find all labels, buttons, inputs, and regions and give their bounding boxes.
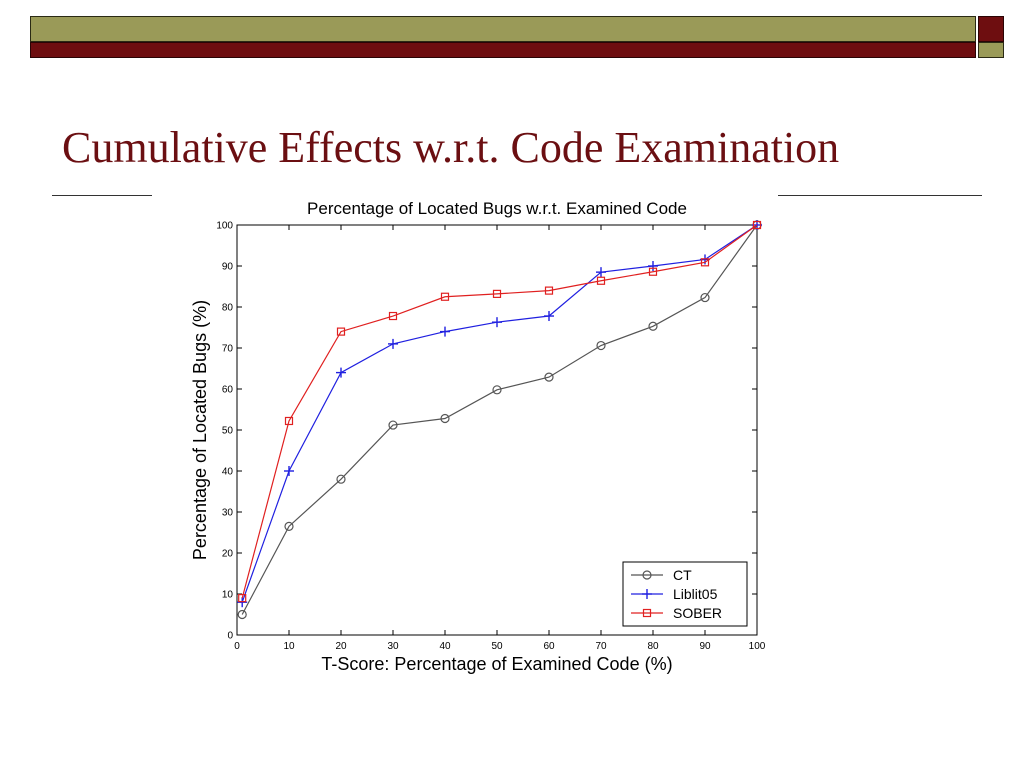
series-line-sober bbox=[241, 224, 758, 599]
title-rule-left bbox=[52, 195, 152, 196]
chart-title: Percentage of Located Bugs w.r.t. Examin… bbox=[307, 199, 687, 218]
data-point-liblit05 bbox=[237, 597, 248, 608]
data-point-sober bbox=[440, 292, 450, 301]
title-rule-right bbox=[778, 195, 982, 196]
line-chart: Percentage of Located Bugs w.r.t. Examin… bbox=[190, 199, 766, 674]
y-tick-label: 20 bbox=[222, 549, 234, 560]
chart-legend: CT Liblit05 SOBER bbox=[622, 561, 748, 627]
x-tick-label: 10 bbox=[283, 641, 295, 652]
series-layer bbox=[237, 220, 762, 620]
data-point-sober bbox=[596, 276, 606, 285]
legend-label-sober: SOBER bbox=[673, 605, 722, 621]
data-point-liblit05 bbox=[440, 326, 450, 337]
x-tick-label: 100 bbox=[749, 641, 766, 652]
data-point-sober bbox=[700, 258, 710, 267]
y-tick-label: 100 bbox=[216, 221, 233, 232]
data-point-sober bbox=[284, 416, 294, 426]
x-tick-label: 80 bbox=[647, 641, 659, 652]
x-tick-label: 0 bbox=[234, 641, 240, 652]
data-point-sober bbox=[336, 327, 346, 336]
data-point-liblit05 bbox=[492, 317, 502, 328]
data-point-ct bbox=[700, 292, 710, 303]
y-tick-label: 60 bbox=[222, 385, 234, 396]
data-point-sober bbox=[752, 220, 762, 230]
y-tick-label: 70 bbox=[222, 344, 234, 355]
legend-marker-sober bbox=[642, 608, 652, 618]
x-axis-label: T-Score: Percentage of Examined Code (%) bbox=[321, 654, 672, 674]
legend-label-liblit05: Liblit05 bbox=[673, 586, 718, 602]
y-tick-label: 50 bbox=[222, 426, 234, 437]
series-line-liblit05 bbox=[241, 224, 758, 603]
y-tick-label: 30 bbox=[222, 508, 234, 519]
x-tick-label: 30 bbox=[387, 641, 399, 652]
legend-label-ct: CT bbox=[673, 567, 692, 583]
x-tick-label: 40 bbox=[439, 641, 451, 652]
data-point-ct bbox=[388, 420, 398, 430]
data-point-sober bbox=[388, 311, 398, 321]
data-point-ct bbox=[237, 609, 247, 620]
x-tick-label: 70 bbox=[595, 641, 607, 652]
data-point-ct bbox=[596, 340, 606, 351]
top-decorative-band bbox=[30, 16, 1004, 60]
data-point-liblit05 bbox=[596, 267, 606, 278]
legend-marker-liblit05 bbox=[642, 589, 652, 599]
axis-ticks: 0 10 20 30 40 50 60 70 80 90 100 0 10 20 30 40 50 60 70 80 9… bbox=[216, 221, 765, 653]
data-point-liblit05 bbox=[544, 311, 554, 322]
slide-title: Cumulative Effects w.r.t. Code Examinati… bbox=[62, 123, 840, 172]
band-olive-bar bbox=[30, 16, 976, 42]
data-point-ct bbox=[284, 521, 294, 531]
data-point-ct bbox=[544, 372, 554, 382]
x-tick-label: 50 bbox=[491, 641, 503, 652]
band-olive-square bbox=[978, 42, 1004, 58]
data-point-ct bbox=[440, 413, 450, 424]
data-point-sober bbox=[492, 289, 502, 298]
data-point-ct bbox=[336, 474, 346, 484]
data-point-liblit05 bbox=[336, 367, 346, 378]
data-point-liblit05 bbox=[648, 261, 658, 271]
y-tick-label: 40 bbox=[222, 467, 234, 478]
series-line-ct bbox=[241, 224, 758, 615]
x-tick-label: 60 bbox=[543, 641, 555, 652]
x-tick-label: 20 bbox=[335, 641, 347, 652]
y-axis-label: Percentage of Located Bugs (%) bbox=[190, 300, 210, 560]
band-red-square bbox=[978, 16, 1004, 42]
band-red-bar bbox=[30, 42, 976, 58]
y-tick-label: 80 bbox=[222, 303, 234, 314]
data-point-sober bbox=[544, 286, 554, 295]
data-point-sober bbox=[238, 594, 247, 603]
y-tick-label: 10 bbox=[222, 590, 234, 601]
x-tick-label: 90 bbox=[699, 641, 711, 652]
y-tick-label: 0 bbox=[227, 631, 233, 642]
data-point-ct bbox=[492, 385, 502, 395]
y-tick-label: 90 bbox=[222, 262, 234, 273]
data-point-sober bbox=[648, 267, 658, 276]
data-point-liblit05 bbox=[388, 338, 398, 349]
data-point-liblit05 bbox=[284, 466, 294, 476]
legend-marker-ct bbox=[642, 570, 652, 580]
data-point-ct bbox=[648, 321, 658, 331]
